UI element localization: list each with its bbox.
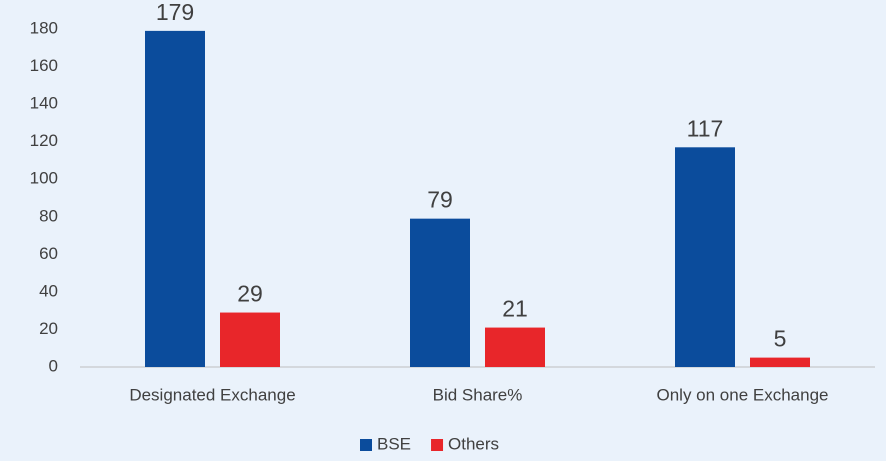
x-tick-label: Bid Share% — [433, 385, 523, 404]
legend-swatch — [431, 439, 444, 451]
y-tick-label: 0 — [49, 356, 58, 375]
x-tick-label: Only on one Exchange — [656, 385, 828, 404]
y-tick-label: 160 — [30, 56, 58, 75]
value-label: 5 — [774, 326, 787, 352]
y-tick-label: 140 — [30, 94, 58, 113]
value-label: 117 — [687, 115, 724, 141]
legend-label: BSE — [377, 434, 411, 453]
y-tick-label: 180 — [30, 18, 58, 37]
bar — [675, 147, 735, 367]
y-tick-label: 100 — [30, 169, 58, 188]
value-label: 21 — [502, 296, 528, 322]
legend-swatch — [360, 439, 372, 451]
y-tick-label: 120 — [30, 131, 58, 150]
value-label: 79 — [427, 187, 453, 213]
y-tick-label: 20 — [39, 319, 58, 338]
bar — [410, 218, 470, 367]
value-label: 179 — [156, 0, 194, 25]
y-tick-label: 80 — [39, 206, 58, 225]
bar — [485, 327, 545, 367]
y-tick-label: 60 — [39, 244, 58, 263]
bar — [750, 357, 810, 367]
value-label: 29 — [237, 281, 263, 307]
x-tick-label: Designated Exchange — [129, 385, 295, 404]
y-tick-label: 40 — [39, 281, 58, 300]
legend-label: Others — [448, 434, 499, 453]
bar — [220, 312, 280, 367]
bar — [145, 30, 205, 367]
